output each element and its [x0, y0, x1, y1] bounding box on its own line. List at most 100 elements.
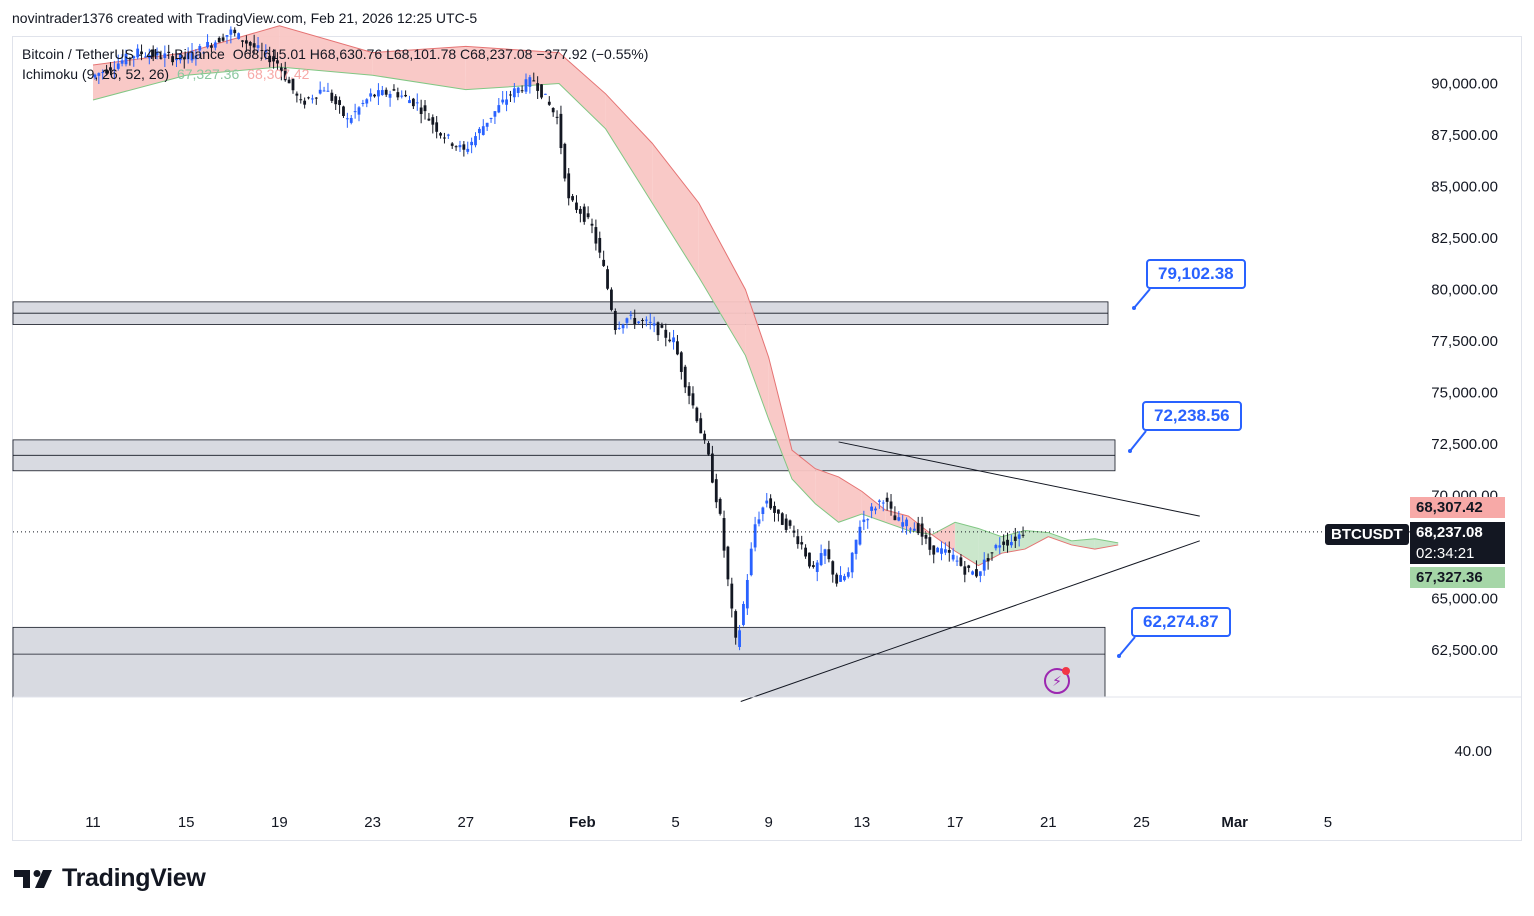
candle-body: [846, 572, 850, 577]
candle-body: [943, 549, 947, 553]
y-axis-tick-label: 85,000.00: [1431, 179, 1498, 196]
candle-body: [808, 552, 811, 567]
candle-body: [155, 51, 159, 56]
candle-body: [602, 259, 606, 266]
candle-body: [466, 148, 470, 152]
candle-body: [237, 33, 241, 39]
candle-body: [415, 102, 419, 104]
candle-body: [307, 97, 310, 99]
candle-body: [291, 78, 295, 91]
candle-body: [738, 630, 741, 647]
candle-body: [967, 565, 971, 568]
ichimoku-cloud-segment: [279, 25, 373, 76]
candle-body: [726, 546, 730, 580]
y-axis-tick-label: 77,500.00: [1431, 333, 1498, 350]
candle-body: [171, 56, 175, 63]
candle-body: [823, 549, 827, 556]
candle-body: [815, 562, 819, 572]
candle-body: [897, 517, 901, 521]
candle-body: [683, 366, 687, 388]
candle-body: [672, 337, 675, 343]
candle-body: [843, 576, 846, 581]
candle-body: [93, 74, 97, 78]
legend-indicator[interactable]: Ichimoku (9, 26, 52, 26): [22, 66, 170, 82]
candle-body: [742, 603, 745, 625]
candle-body: [287, 79, 291, 84]
candle-body: [485, 122, 489, 127]
y-axis-tick-label: 90,000.00: [1431, 76, 1498, 93]
ichimoku-cloud-segment: [93, 52, 187, 100]
candle-body: [435, 122, 439, 132]
candle-body: [279, 67, 283, 72]
candle-body: [912, 528, 916, 531]
candle-body: [707, 443, 710, 455]
candle-body: [905, 519, 908, 527]
candle-body: [881, 502, 885, 504]
ichimoku-cloud-segment: [768, 357, 792, 480]
candle-body: [186, 52, 190, 60]
legend-indicator-value-green: 67,327.36: [176, 66, 240, 82]
lightning-icon[interactable]: ⚡: [1044, 668, 1070, 694]
ichimoku-cloud-segment: [186, 25, 280, 76]
price-callout-middle[interactable]: 72,238.56: [1142, 401, 1242, 431]
candle-body: [446, 134, 450, 136]
candle-body: [411, 98, 415, 107]
candle-body: [544, 93, 547, 95]
candle-body: [676, 341, 679, 355]
candle-body: [893, 515, 897, 521]
candle-body: [862, 519, 866, 522]
ichimoku-cloud-segment: [861, 491, 886, 523]
candle-body: [870, 506, 874, 511]
candle-body: [229, 29, 233, 35]
chart-legend: Bitcoin / TetherUS · 4h · Binance O68,61…: [22, 44, 648, 84]
candle-body: [804, 547, 807, 557]
tradingview-logo-text: TradingView: [62, 864, 206, 892]
candle-body: [745, 579, 749, 609]
candle-body: [462, 144, 466, 150]
candle-body: [629, 314, 633, 316]
candle-body: [652, 323, 656, 326]
ichimoku-cloud-segment: [1025, 530, 1049, 550]
chart-area[interactable]: [12, 36, 1522, 841]
candle-body: [947, 549, 951, 553]
candle-body: [233, 29, 237, 34]
y-axis-tick-label: 62,500.00: [1431, 642, 1498, 659]
lower-pane-axis-label: 40.00: [1454, 743, 1492, 760]
candle-body: [780, 513, 784, 525]
candle-body: [858, 526, 862, 545]
candle-body: [788, 520, 792, 526]
candle-body: [516, 87, 520, 93]
candle-body: [606, 269, 609, 289]
ichimoku-cloud-segment: [1094, 538, 1119, 550]
ichimoku-cloud-segment: [698, 202, 746, 356]
price-callout-upper[interactable]: 79,102.38: [1146, 259, 1246, 289]
candle-body: [97, 73, 101, 76]
tradingview-logo[interactable]: TradingView: [14, 864, 206, 893]
candle-body: [718, 498, 722, 514]
callout-anchor-dot-0: [1132, 306, 1136, 310]
candle-body: [260, 50, 264, 52]
legend-symbol[interactable]: Bitcoin / TetherUS · 4h · Binance: [22, 46, 225, 62]
candle-body: [613, 310, 617, 331]
candle-body: [400, 95, 404, 97]
candle-body: [396, 92, 400, 98]
candle-body: [206, 41, 209, 48]
candle-body: [963, 566, 967, 575]
candle-body: [901, 522, 905, 527]
price-callout-lower[interactable]: 62,274.87: [1131, 607, 1231, 637]
candle-body: [408, 100, 411, 104]
candle-body: [345, 118, 349, 120]
candle-body: [637, 321, 641, 323]
candle-body: [384, 89, 388, 95]
candle-body: [520, 90, 524, 92]
ichimoku-span-b-line: [92, 25, 1119, 567]
x-axis-tick-label: 27: [457, 814, 474, 831]
candle-body: [264, 50, 268, 53]
legend-line-1: Bitcoin / TetherUS · 4h · Binance O68,61…: [22, 44, 648, 64]
candle-body: [811, 565, 815, 567]
symbol-tag: BTCUSDT: [1325, 524, 1409, 545]
candle-body: [854, 539, 858, 554]
candle-body: [167, 51, 171, 54]
candle-body: [586, 213, 590, 218]
